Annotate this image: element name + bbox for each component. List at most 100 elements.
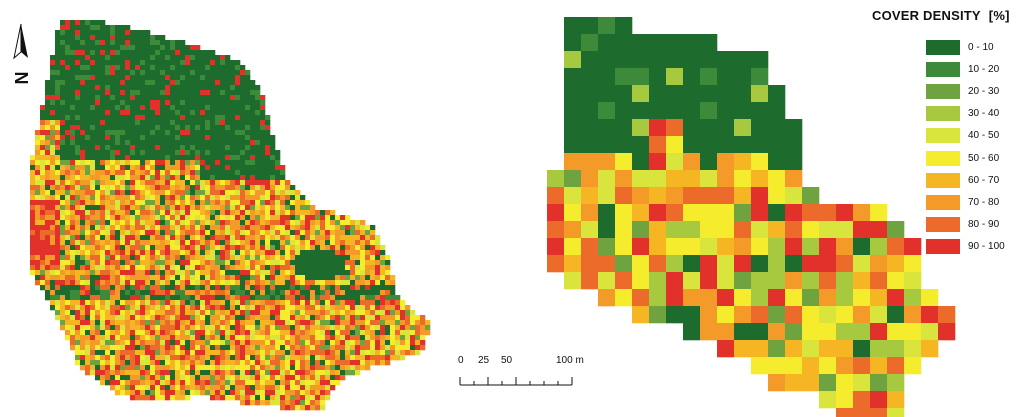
- raster-cell: [140, 275, 146, 281]
- raster-cell: [310, 285, 316, 291]
- raster-cell: [220, 200, 226, 206]
- raster-cell: [35, 275, 41, 281]
- raster-cell: [170, 80, 176, 86]
- raster-cell: [564, 51, 582, 69]
- raster-cell: [581, 153, 599, 171]
- raster-cell: [65, 280, 71, 286]
- raster-cell: [370, 325, 376, 331]
- raster-cell: [160, 55, 166, 61]
- raster-cell: [145, 45, 151, 51]
- raster-cell: [649, 119, 667, 137]
- raster-cell: [310, 220, 316, 226]
- raster-cell: [632, 119, 650, 137]
- raster-cell: [90, 40, 96, 46]
- raster-cell: [210, 90, 216, 96]
- raster-cell: [75, 250, 81, 256]
- raster-cell: [360, 275, 366, 281]
- raster-cell: [80, 340, 86, 346]
- raster-cell: [155, 130, 161, 136]
- raster-cell: [40, 260, 46, 266]
- raster-cell: [125, 105, 131, 111]
- raster-cell: [215, 95, 221, 101]
- raster-cell: [120, 90, 126, 96]
- raster-cell: [85, 70, 91, 76]
- raster-cell: [275, 265, 281, 271]
- raster-cell: [190, 110, 196, 116]
- raster-cell: [175, 130, 181, 136]
- raster-cell: [155, 345, 161, 351]
- raster-cell: [75, 340, 81, 346]
- raster-cell: [105, 210, 111, 216]
- raster-cell: [700, 119, 718, 137]
- raster-cell: [120, 335, 126, 341]
- raster-cell: [120, 45, 126, 51]
- raster-cell: [100, 285, 106, 291]
- raster-cell: [255, 245, 261, 251]
- raster-cell: [245, 230, 251, 236]
- raster-cell: [165, 90, 171, 96]
- raster-cell: [175, 320, 181, 326]
- raster-cell: [145, 320, 151, 326]
- raster-cell: [215, 190, 221, 196]
- raster-cell: [95, 25, 101, 31]
- raster-cell: [315, 290, 321, 296]
- raster-cell: [425, 325, 431, 331]
- raster-cell: [200, 390, 206, 396]
- raster-cell: [285, 395, 291, 401]
- raster-cell: [110, 30, 116, 36]
- raster-cell: [260, 160, 266, 166]
- raster-cell: [785, 136, 803, 154]
- raster-cell: [250, 330, 256, 336]
- raster-cell: [120, 175, 126, 181]
- raster-cell: [175, 295, 181, 301]
- raster-cell: [365, 275, 371, 281]
- raster-cell: [65, 75, 71, 81]
- raster-cell: [50, 165, 56, 171]
- raster-cell: [175, 120, 181, 126]
- raster-cell: [165, 330, 171, 336]
- raster-cell: [90, 230, 96, 236]
- raster-cell: [220, 315, 226, 321]
- raster-cell: [100, 225, 106, 231]
- raster-cell: [45, 250, 51, 256]
- raster-cell: [240, 75, 246, 81]
- raster-cell: [235, 350, 241, 356]
- raster-cell: [170, 385, 176, 391]
- raster-cell: [50, 80, 56, 86]
- raster-cell: [240, 245, 246, 251]
- raster-cell: [190, 160, 196, 166]
- raster-cell: [245, 195, 251, 201]
- raster-cell: [255, 305, 261, 311]
- raster-cell: [245, 315, 251, 321]
- raster-cell: [85, 295, 91, 301]
- raster-cell: [110, 360, 116, 366]
- raster-cell: [165, 310, 171, 316]
- raster-cell: [250, 360, 256, 366]
- raster-cell: [130, 180, 136, 186]
- raster-cell: [165, 70, 171, 76]
- raster-cell: [45, 200, 51, 206]
- raster-cell: [300, 280, 306, 286]
- raster-cell: [110, 160, 116, 166]
- raster-cell: [245, 255, 251, 261]
- raster-cell: [380, 310, 386, 316]
- raster-cell: [100, 95, 106, 101]
- raster-cell: [365, 230, 371, 236]
- raster-cell: [320, 280, 326, 286]
- raster-cell: [195, 90, 201, 96]
- raster-cell: [135, 365, 141, 371]
- raster-cell: [245, 190, 251, 196]
- raster-cell: [220, 165, 226, 171]
- raster-cell: [75, 330, 81, 336]
- raster-cell: [230, 75, 236, 81]
- raster-cell: [649, 306, 667, 324]
- raster-cell: [210, 135, 216, 141]
- raster-cell: [70, 90, 76, 96]
- raster-cell: [105, 125, 111, 131]
- raster-cell: [230, 355, 236, 361]
- raster-cell: [140, 355, 146, 361]
- raster-cell: [210, 230, 216, 236]
- raster-cell: [115, 370, 121, 376]
- raster-cell: [320, 395, 326, 401]
- raster-cell: [50, 305, 56, 311]
